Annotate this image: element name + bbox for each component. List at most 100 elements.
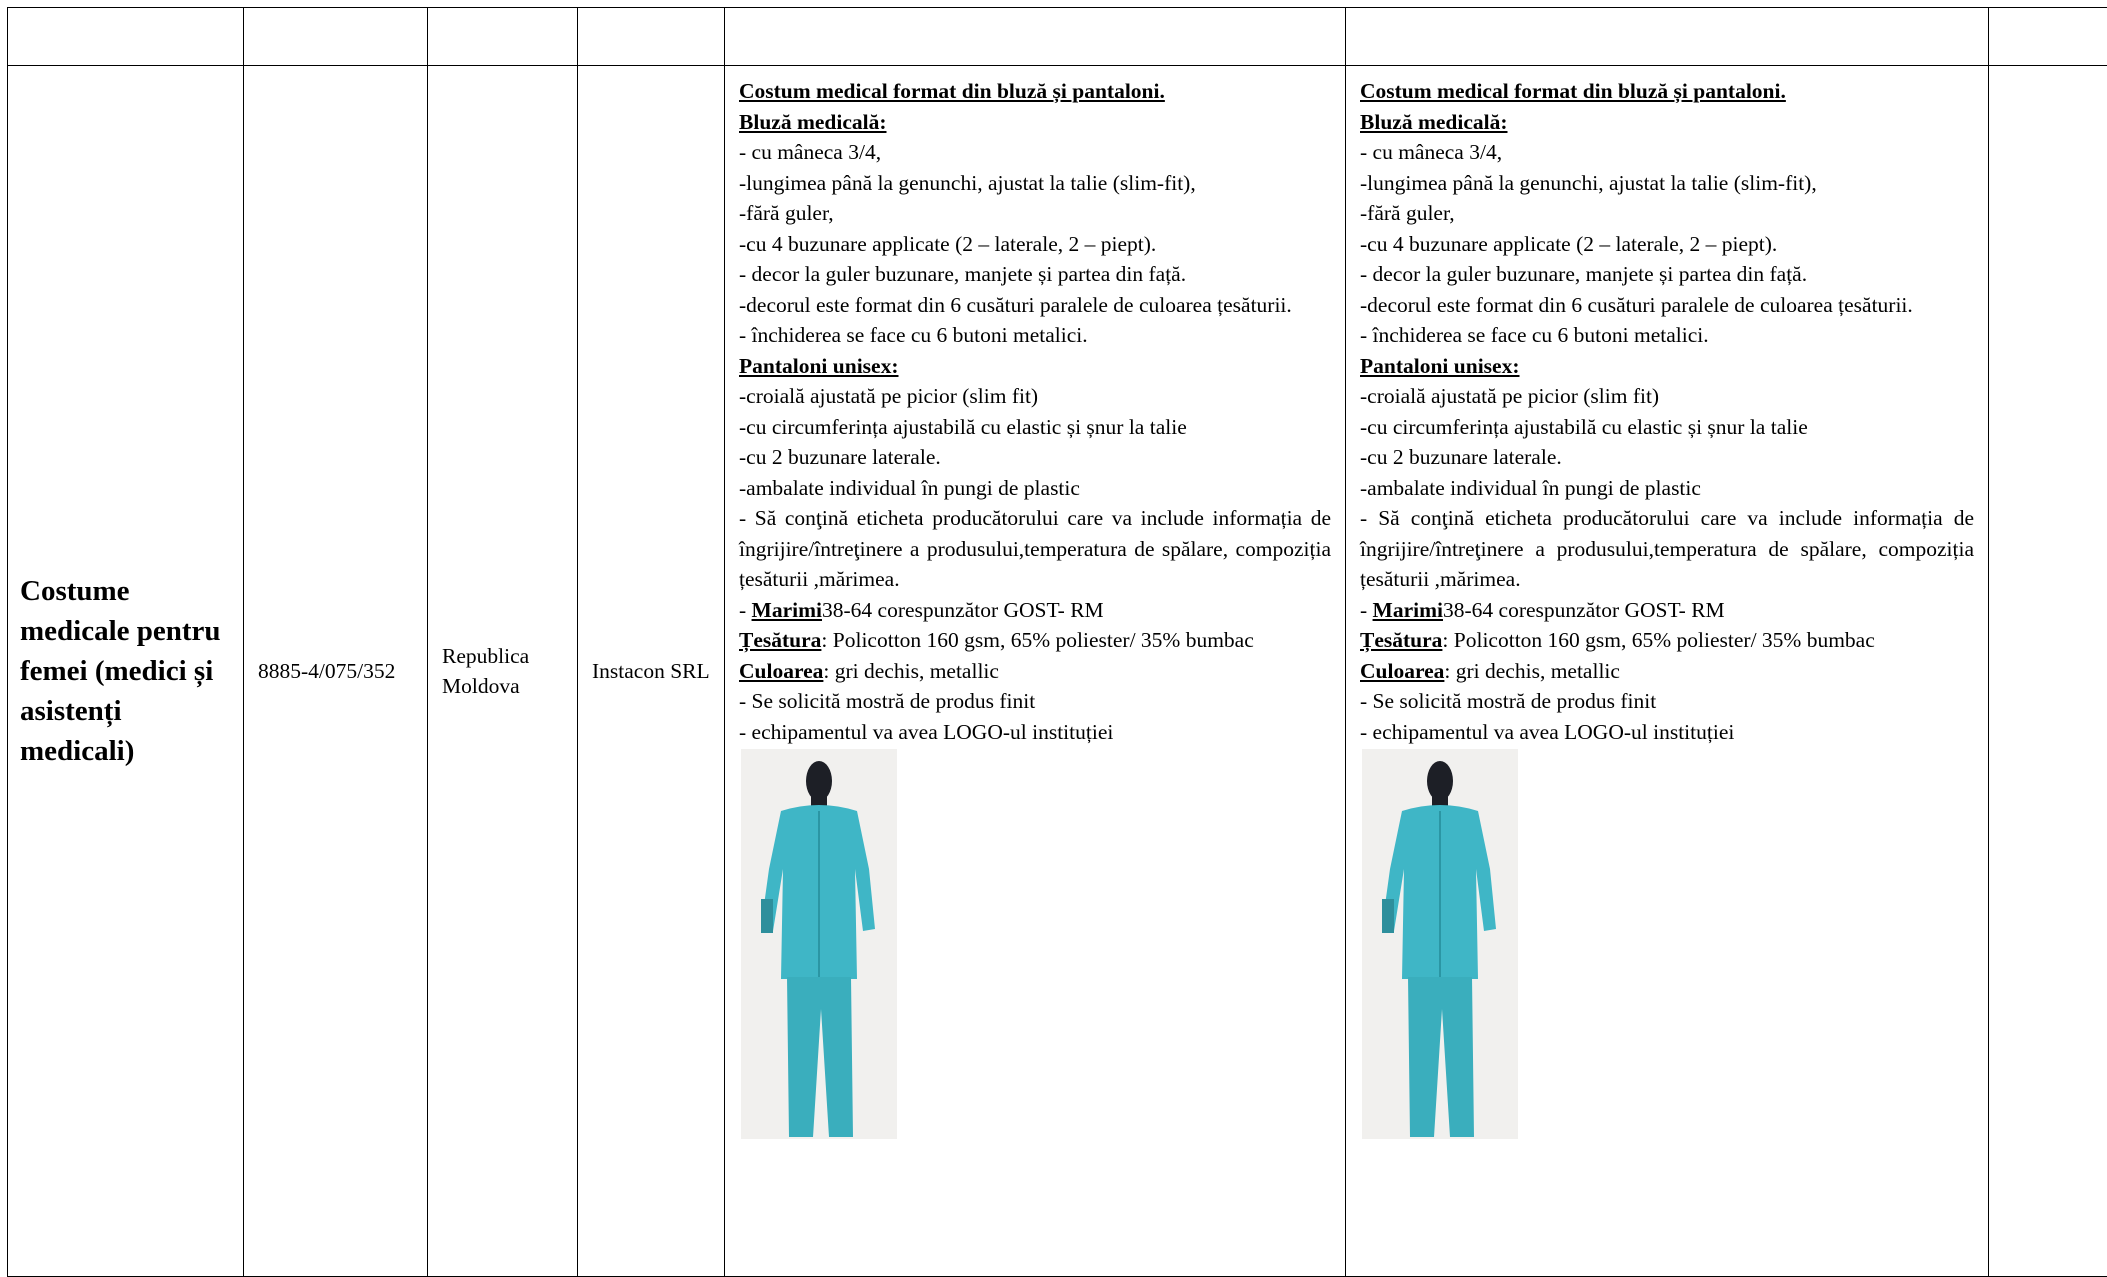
header-row [8,8,2107,66]
spec-line: Bluză medicală: [1360,107,1974,138]
spec-line: - Să conţină eticheta producătorului car… [1360,503,1974,595]
supplier: Instacon SRL [578,66,725,1277]
spec-line: - echipamentul va avea LOGO-ul instituți… [1360,717,1974,748]
spec-line: -cu 2 buzunare laterale. [1360,442,1974,473]
spec-text: -croială ajustată pe picior (slim fit) [739,384,1038,408]
spec-text: -lungimea până la genunchi, ajustat la t… [1360,171,1817,195]
spec-line: - închiderea se face cu 6 butoni metalic… [739,320,1331,351]
spec-line: -decorul este format din 6 cusături para… [739,290,1331,321]
spec-prefix: - [739,598,752,622]
spec-text: -ambalate individual în pungi de plastic [739,476,1080,500]
spec-text: - decor la guler buzunare, manjete și pa… [1360,262,1807,286]
spec-line: - închiderea se face cu 6 butoni metalic… [1360,320,1974,351]
spec-heading: Bluză medicală: [739,110,887,134]
spec-text: -fără guler, [739,201,834,225]
spec-text: - cu mâneca 3/4, [739,140,881,164]
spec-label: Marimi [1373,598,1443,622]
spec-line: Costum medical format din bluză și panta… [739,76,1331,107]
spec-line: -cu 4 buzunare applicate (2 – laterale, … [1360,229,1974,260]
spec-text: - echipamentul va avea LOGO-ul instituți… [739,720,1113,744]
spec-heading: Costum medical format din bluză și panta… [1360,79,1786,103]
cell [1989,66,2107,1277]
cell [725,8,1346,66]
product-photo [1362,749,1518,1139]
spec-text: - Se solicită mostră de produs finit [739,689,1035,713]
spec-table: Costume medicale pentru femei (medici și… [7,7,2107,1277]
spec-text: -ambalate individual în pungi de plastic [1360,476,1701,500]
spec-line: - decor la guler buzunare, manjete și pa… [1360,259,1974,290]
spec-text: -cu 2 buzunare laterale. [1360,445,1562,469]
spec-line: - decor la guler buzunare, manjete și pa… [739,259,1331,290]
product-photo [741,749,897,1139]
spec-line: -ambalate individual în pungi de plastic [739,473,1331,504]
spec-heading: Pantaloni unisex: [1360,354,1520,378]
spec-line: - Se solicită mostră de produs finit [739,686,1331,717]
spec-line: - cu mâneca 3/4, [739,137,1331,168]
spec-text: - închiderea se face cu 6 butoni metalic… [739,323,1088,347]
spec-text: 38-64 corespunzător GOST- RM [1443,598,1725,622]
spec-text: - închiderea se face cu 6 butoni metalic… [1360,323,1709,347]
product-name: Costume medicale pentru femei (medici și… [8,66,244,1277]
cell [1989,8,2107,66]
spec-line: - Se solicită mostră de produs finit [1360,686,1974,717]
spec-text: : gri dechis, metallic [823,659,999,683]
spec-line: -fără guler, [739,198,1331,229]
spec-text: - echipamentul va avea LOGO-ul instituți… [1360,720,1734,744]
spec-text: - Să conţină eticheta producătorului car… [1360,506,1974,591]
spec-text: -fără guler, [1360,201,1455,225]
spec-line: Culoarea: gri dechis, metallic [1360,656,1974,687]
spec-text: -cu circumferința ajustabilă cu elastic … [1360,415,1808,439]
spec-line: - cu mâneca 3/4, [1360,137,1974,168]
spec-line: -cu circumferința ajustabilă cu elastic … [1360,412,1974,443]
spec-text: -cu circumferința ajustabilă cu elastic … [739,415,1187,439]
specification: Costum medical format din bluză și panta… [725,66,1346,1277]
spec-line: -lungimea până la genunchi, ajustat la t… [1360,168,1974,199]
spec-text: -cu 4 buzunare applicate (2 – laterale, … [1360,232,1777,256]
spec-text: - cu mâneca 3/4, [1360,140,1502,164]
spec-label: Țesătura [739,628,821,652]
spec-line: Pantaloni unisex: [1360,351,1974,382]
spec-text: : gri dechis, metallic [1444,659,1620,683]
specification: Costum medical format din bluză și panta… [1346,66,1989,1277]
cell [578,8,725,66]
spec-line: Costum medical format din bluză și panta… [1360,76,1974,107]
spec-heading: Pantaloni unisex: [739,354,899,378]
cell [8,8,244,66]
spec-text: : Policotton 160 gsm, 65% poliester/ 35%… [1442,628,1874,652]
cell [428,8,578,66]
spec-text: 38-64 corespunzător GOST- RM [822,598,1104,622]
page: Costume medicale pentru femei (medici și… [0,0,2107,1217]
spec-line: Bluză medicală: [739,107,1331,138]
spec-label: Marimi [752,598,822,622]
spec-text: - decor la guler buzunare, manjete și pa… [739,262,1186,286]
spec-label: Culoarea [739,659,823,683]
spec-text: -croială ajustată pe picior (slim fit) [1360,384,1659,408]
spec-text: - Să conţină eticheta producătorului car… [739,506,1331,591]
spec-line: - echipamentul va avea LOGO-ul instituți… [739,717,1331,748]
code: 8885-4/075/352 [244,66,428,1277]
cell [244,8,428,66]
spec-line: -croială ajustată pe picior (slim fit) [1360,381,1974,412]
spec-line: Țesătura: Policotton 160 gsm, 65% polies… [739,625,1331,656]
spec-text: - Se solicită mostră de produs finit [1360,689,1656,713]
country: Republica Moldova [428,66,578,1277]
spec-line: -cu circumferința ajustabilă cu elastic … [739,412,1331,443]
spec-line: - Marimi38-64 corespunzător GOST- RM [739,595,1331,626]
spec-text: -decorul este format din 6 cusături para… [739,293,1292,317]
spec-line: - Marimi38-64 corespunzător GOST- RM [1360,595,1974,626]
spec-line: -ambalate individual în pungi de plastic [1360,473,1974,504]
spec-heading: Costum medical format din bluză și panta… [739,79,1165,103]
spec-text: -lungimea până la genunchi, ajustat la t… [739,171,1196,195]
spec-text: -cu 4 buzunare applicate (2 – laterale, … [739,232,1156,256]
spec-label: Țesătura [1360,628,1442,652]
spec-text: -decorul este format din 6 cusături para… [1360,293,1913,317]
spec-line: -fără guler, [1360,198,1974,229]
spec-prefix: - [1360,598,1373,622]
item-row: Costume medicale pentru femei (medici și… [8,66,2107,1277]
spec-line: -cu 4 buzunare applicate (2 – laterale, … [739,229,1331,260]
spec-line: -croială ajustată pe picior (slim fit) [739,381,1331,412]
spec-line: -cu 2 buzunare laterale. [739,442,1331,473]
spec-line: - Să conţină eticheta producătorului car… [739,503,1331,595]
spec-line: -decorul este format din 6 cusături para… [1360,290,1974,321]
spec-line: -lungimea până la genunchi, ajustat la t… [739,168,1331,199]
